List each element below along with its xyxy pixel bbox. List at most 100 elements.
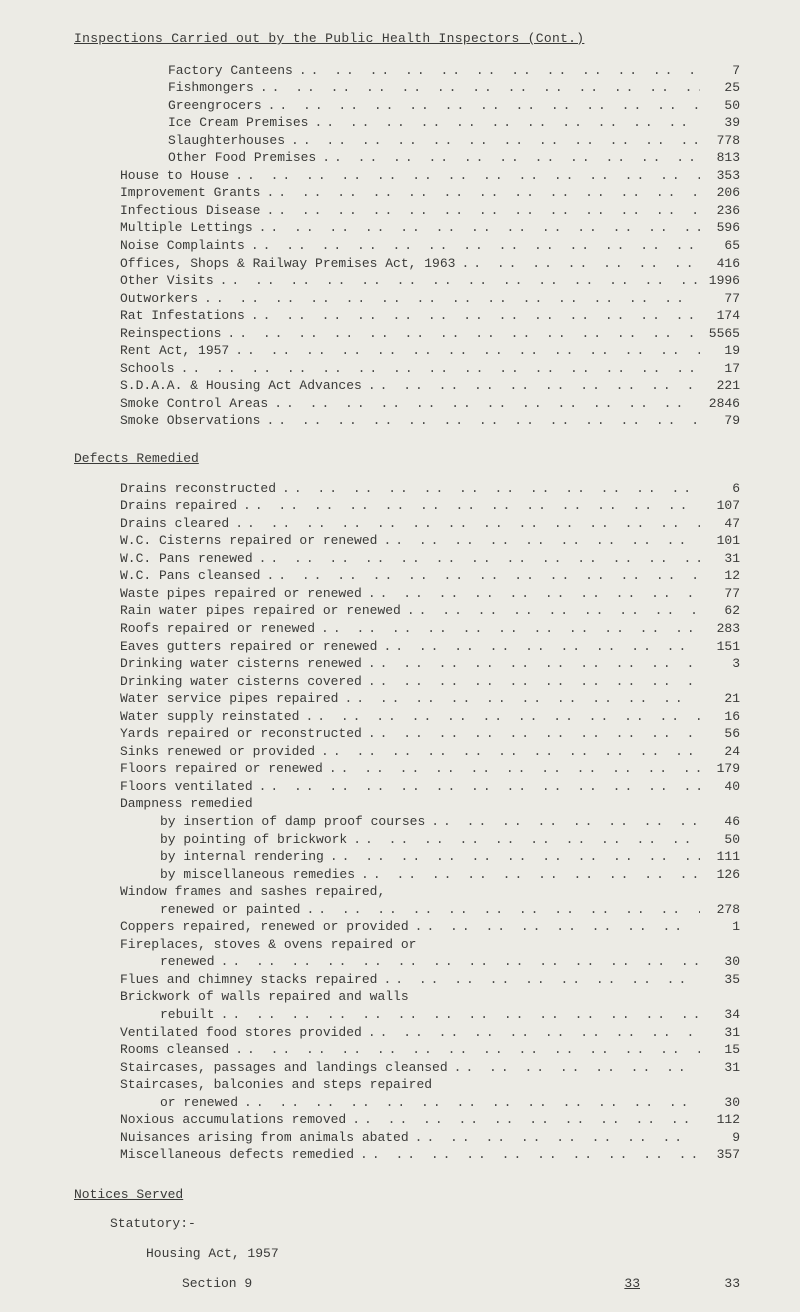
list-item: Staircases, balconies and steps repaired [120,1076,740,1094]
row-label: Rat Infestations [120,307,245,325]
leader-dots: .. .. .. .. .. .. .. .. .. .. .. .. .. .… [362,1024,700,1042]
list-item: W.C. Cisterns repaired or renewed.. .. .… [120,532,740,550]
list-item: Fireplaces, stoves & ovens repaired or [120,936,740,954]
leader-dots: .. .. .. .. .. .. .. .. .. .. .. .. .. .… [300,901,700,919]
list-item: Miscellaneous defects remedied.. .. .. .… [120,1146,740,1164]
row-value: 39 [700,114,740,132]
leader-dots: .. .. .. .. .. .. .. .. .. .. .. .. .. .… [315,620,700,638]
row-label: Reinspections [120,325,221,343]
row-value: 353 [700,167,740,185]
inspections-list: Factory Canteens.. .. .. .. .. .. .. .. … [74,62,740,430]
leader-dots: .. .. .. .. .. .. .. .. .. .. .. .. .. .… [323,760,700,778]
row-value: 778 [700,132,740,150]
row-label: S.D.A.A. & Housing Act Advances [120,377,362,395]
leader-dots: .. .. .. .. .. .. .. .. .. .. .. .. .. .… [316,149,700,167]
row-value: 35 [700,971,740,989]
row-label: Rooms cleansed [120,1041,229,1059]
list-item: renewed or painted.. .. .. .. .. .. .. .… [120,901,740,919]
row-label: Fishmongers [168,79,254,97]
leader-dots: .. .. .. .. .. .. .. .. .. .. .. .. .. .… [401,602,700,620]
leader-dots: .. .. .. .. .. .. .. .. .. .. .. .. .. .… [238,1094,700,1112]
leader-dots: .. .. .. .. .. .. .. .. .. .. .. .. .. .… [448,1059,700,1077]
row-value: 6 [700,480,740,498]
row-label: or renewed [160,1094,238,1112]
row-label: Smoke Observations [120,412,260,430]
list-item: Staircases, passages and landings cleans… [120,1059,740,1077]
row-value: 813 [700,149,740,167]
row-value: 179 [700,760,740,778]
row-label: Floors ventilated [120,778,253,796]
row-label: Window frames and sashes repaired, [120,883,385,901]
list-item: Infectious Disease.. .. .. .. .. .. .. .… [74,202,740,220]
row-label: Water supply reinstated [120,708,299,726]
leader-dots: .. .. .. .. .. .. .. .. .. .. .. .. .. .… [355,866,700,884]
row-label: Greengrocers [168,97,262,115]
row-label: Floors repaired or renewed [120,760,323,778]
row-label: Dampness remedied [120,795,253,813]
row-value: 31 [700,1059,740,1077]
row-value: 236 [700,202,740,220]
row-value: 15 [700,1041,740,1059]
row-value: 34 [700,1006,740,1024]
list-item: Nuisances arising from animals abated.. … [120,1129,740,1147]
row-label: Staircases, passages and landings cleans… [120,1059,448,1077]
row-label: Ventilated food stores provided [120,1024,362,1042]
row-value: 17 [700,360,740,378]
leader-dots: .. .. .. .. .. .. .. .. .. .. .. .. .. .… [253,219,700,237]
leader-dots: .. .. .. .. .. .. .. .. .. .. .. .. .. .… [409,1129,700,1147]
leader-dots: .. .. .. .. .. .. .. .. .. .. .. .. .. .… [324,848,700,866]
list-item: Slaughterhouses.. .. .. .. .. .. .. .. .… [74,132,740,150]
list-item: Window frames and sashes repaired, [120,883,740,901]
leader-dots: .. .. .. .. .. .. .. .. .. .. .. .. .. .… [362,725,700,743]
list-item: Drains reconstructed.. .. .. .. .. .. ..… [120,480,740,498]
row-value: 77 [700,290,740,308]
leader-dots: .. .. .. .. .. .. .. .. .. .. .. .. .. .… [346,1111,700,1129]
row-value: 9 [700,1129,740,1147]
row-label: Schools [120,360,175,378]
list-item: Rooms cleansed.. .. .. .. .. .. .. .. ..… [120,1041,740,1059]
row-label: Rent Act, 1957 [120,342,229,360]
row-value: 126 [700,866,740,884]
row-value: 174 [700,307,740,325]
row-value: 50 [700,831,740,849]
leader-dots: .. .. .. .. .. .. .. .. .. .. .. .. .. .… [377,638,700,656]
row-label: Brickwork of walls repaired and walls [120,988,409,1006]
row-label: Infectious Disease [120,202,260,220]
list-item: Floors repaired or renewed.. .. .. .. ..… [120,760,740,778]
list-item: Reinspections.. .. .. .. .. .. .. .. .. … [74,325,740,343]
row-label: Slaughterhouses [168,132,285,150]
defects-heading: Defects Remedied [74,450,740,468]
defects-list: Drains reconstructed.. .. .. .. .. .. ..… [74,480,740,1164]
row-value: 5565 [700,325,740,343]
row-label: Ice Cream Premises [168,114,308,132]
list-item: Drains cleared.. .. .. .. .. .. .. .. ..… [120,515,740,533]
list-item: Other Visits.. .. .. .. .. .. .. .. .. .… [74,272,740,290]
row-label: renewed or painted [160,901,300,919]
row-label: Noise Complaints [120,237,245,255]
row-value: 101 [700,532,740,550]
list-item: Schools.. .. .. .. .. .. .. .. .. .. .. … [74,360,740,378]
leader-dots: .. .. .. .. .. .. .. .. .. .. .. .. .. .… [276,480,700,498]
list-item: Drinking water cisterns covered.. .. .. … [120,673,740,691]
row-label: Yards repaired or reconstructed [120,725,362,743]
leader-dots: .. .. .. .. .. .. .. .. .. .. .. .. .. .… [253,778,700,796]
row-label: rebuilt [160,1006,215,1024]
row-label: by miscellaneous remedies [160,866,355,884]
list-item: Rain water pipes repaired or renewed.. .… [120,602,740,620]
row-value: 16 [700,708,740,726]
row-label: Noxious accumulations removed [120,1111,346,1129]
row-label: W.C. Pans renewed [120,550,253,568]
row-label: Eaves gutters repaired or renewed [120,638,377,656]
leader-dots: .. .. .. .. .. .. .. .. .. .. .. .. .. .… [362,673,700,691]
row-value: 112 [700,1111,740,1129]
leader-dots: .. .. .. .. .. .. .. .. .. .. .. .. .. .… [409,918,700,936]
row-label: Drains reconstructed [120,480,276,498]
list-item: Brickwork of walls repaired and walls [120,988,740,1006]
leader-dots: .. .. .. .. .. .. .. .. .. .. .. .. .. .… [260,412,700,430]
leader-dots: .. .. .. .. .. .. .. .. .. .. .. .. .. .… [362,655,700,673]
list-item: Coppers repaired, renewed or provided.. … [120,918,740,936]
row-value: 111 [700,848,740,866]
leader-dots: .. .. .. .. .. .. .. .. .. .. .. .. .. .… [229,515,700,533]
leader-dots: .. .. .. .. .. .. .. .. .. .. .. .. .. .… [455,255,700,273]
row-label: Drains cleared [120,515,229,533]
